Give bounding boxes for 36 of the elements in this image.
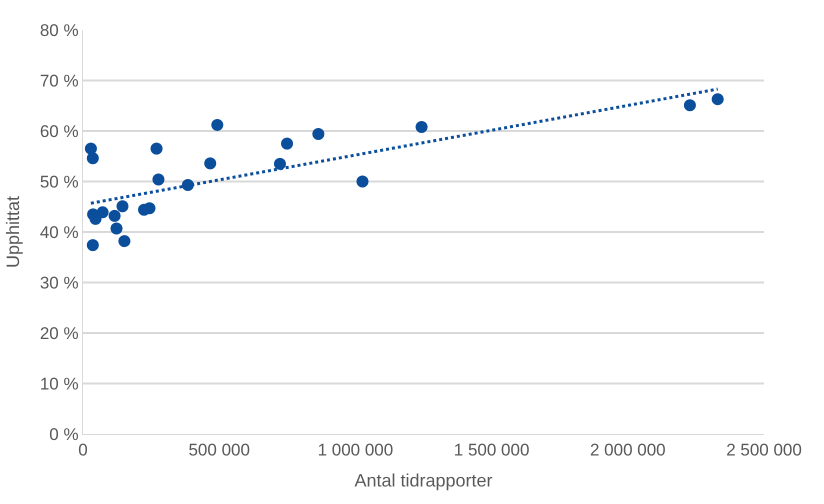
x-tick-label: 2 000 000	[590, 440, 666, 460]
point	[356, 176, 368, 188]
x-tick-label: 1 000 000	[318, 440, 394, 460]
point	[416, 120, 428, 133]
x-tick-label: 1 500 000	[454, 440, 530, 460]
point	[204, 157, 216, 170]
y-tick-label: 10 %	[40, 374, 79, 394]
point	[281, 138, 294, 150]
point	[118, 235, 130, 248]
point	[152, 173, 164, 186]
point	[116, 200, 128, 212]
y-tick-label: 60 %	[40, 122, 79, 141]
x-tick-label: 500 000	[188, 440, 250, 460]
x-tick-label: 2 500 000	[726, 440, 802, 460]
x-axis-title: Antal tidrapporter	[354, 470, 493, 490]
y-tick-label: 70 %	[40, 71, 79, 90]
point	[96, 206, 109, 218]
y-tick-label: 80 %	[40, 20, 79, 40]
point	[84, 142, 97, 155]
x-tick-label: 0	[78, 440, 88, 460]
y-tick-label: 50 %	[40, 172, 79, 192]
point	[712, 93, 724, 106]
y-tick-label: 20 %	[40, 324, 79, 343]
y-tick-label: 30 %	[40, 273, 79, 292]
point	[86, 239, 99, 252]
point	[684, 99, 696, 112]
point	[211, 118, 224, 131]
point	[86, 152, 99, 164]
y-tick-label: 0 %	[49, 424, 79, 444]
point	[108, 210, 121, 222]
y-tick-label: 40 %	[40, 222, 79, 242]
point	[274, 158, 286, 170]
point	[150, 142, 163, 155]
point	[110, 222, 123, 234]
y-axis-title: Upphittat	[3, 196, 24, 268]
point	[312, 128, 324, 140]
